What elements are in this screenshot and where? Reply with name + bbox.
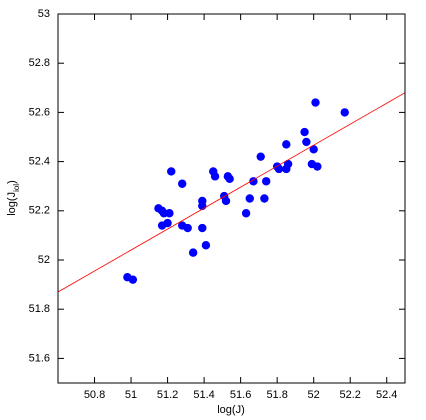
point — [311, 98, 320, 107]
point — [300, 127, 309, 137]
y-tick-label: 51.6 — [29, 352, 50, 364]
x-tick-label: 50.8 — [84, 389, 105, 401]
x-tick-label: 51.2 — [157, 389, 178, 401]
point — [241, 209, 251, 218]
point — [167, 167, 176, 176]
y-label-part: log(J — [6, 192, 18, 216]
point — [210, 172, 220, 181]
y-label-part: ) — [6, 180, 18, 184]
y-tick-label: 52.4 — [29, 156, 50, 168]
x-tick-label: 52.2 — [339, 389, 360, 401]
y-tick-label: 53 — [38, 8, 50, 20]
point — [282, 140, 291, 149]
point — [221, 196, 231, 206]
point — [198, 223, 207, 233]
point — [128, 275, 138, 284]
point — [302, 137, 311, 147]
x-tick-label: 51 — [125, 389, 137, 401]
x-tick-label: 52 — [308, 389, 320, 401]
y-tick-label: 52.2 — [29, 205, 50, 217]
point — [223, 172, 233, 181]
point — [183, 223, 192, 233]
point — [313, 162, 322, 171]
y-tick-label: 51.8 — [29, 303, 50, 315]
y-tick-label: 52.8 — [29, 57, 50, 69]
x-tick-label: 51.4 — [193, 389, 214, 401]
point — [309, 145, 318, 154]
point — [188, 248, 198, 257]
y-tick-label: 52 — [38, 254, 50, 266]
x-axis-label: log(J) — [217, 404, 245, 416]
y-axis-label: log(Jiol) — [6, 180, 21, 216]
point — [245, 194, 254, 203]
point — [177, 179, 187, 188]
point — [201, 241, 211, 250]
plot-frame — [57, 13, 406, 384]
y-tick-label: 52.6 — [29, 106, 50, 118]
point — [260, 194, 269, 203]
y-label-sub: iol — [12, 184, 21, 192]
point — [262, 177, 271, 186]
x-tick-label: 51.8 — [266, 389, 287, 401]
point — [249, 177, 258, 186]
x-tick-label: 51.6 — [230, 389, 251, 401]
x-tick-label: 52.4 — [376, 389, 397, 401]
point — [340, 108, 349, 117]
point — [165, 209, 174, 218]
point — [283, 159, 293, 169]
fit-line — [58, 92, 405, 293]
point — [274, 164, 284, 174]
point — [256, 152, 265, 161]
point — [163, 218, 172, 228]
